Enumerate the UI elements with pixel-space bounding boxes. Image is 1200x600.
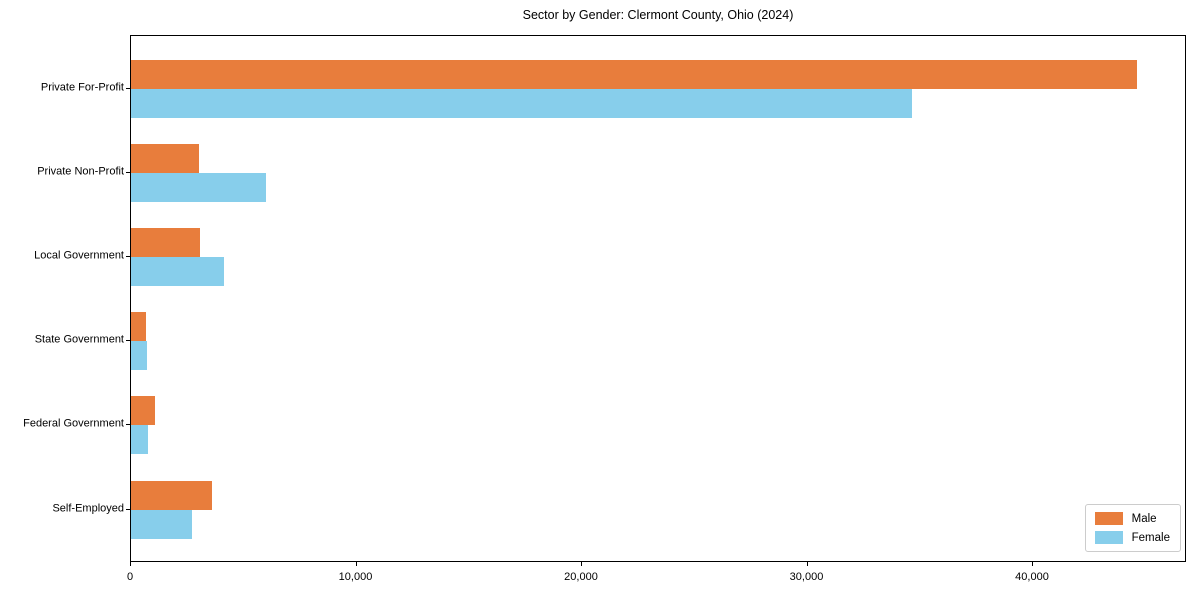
ytick-mark: [126, 508, 130, 510]
xtick-label-20000: 20,000: [564, 571, 598, 583]
ytick-mark: [126, 172, 130, 174]
xtick-mark: [581, 562, 582, 566]
xtick-label-40000: 40,000: [1015, 571, 1049, 583]
ytick-label-private-for-profit: Private For-Profit: [40, 81, 124, 94]
legend: Male Female: [1084, 504, 1181, 552]
plot-area: Male Female: [130, 35, 1186, 562]
female-series-swatch: [1094, 531, 1123, 544]
male-series-swatch: [1094, 512, 1123, 525]
ytick-mark: [126, 88, 130, 89]
xtick-mark: [1032, 562, 1033, 566]
legend-item-male: Male: [1094, 512, 1170, 525]
ytick-label-local-government: Local Government: [34, 249, 124, 262]
xtick-label-10000: 10,000: [338, 571, 373, 583]
bar-male-self-employed: [131, 480, 212, 510]
xtick-label-30000: 30,000: [789, 571, 824, 583]
chart-title: Sector by Gender: Clermont County, Ohio …: [522, 8, 794, 22]
bar-male-local-government: [131, 228, 200, 258]
xtick-mark: [806, 562, 808, 566]
legend-label-male: Male: [1131, 512, 1157, 525]
ytick-mark: [126, 424, 130, 426]
bar-male-state-government: [131, 312, 147, 342]
bar-male-private-non-profit: [131, 144, 199, 174]
bar-female-federal-government: [131, 425, 148, 455]
bar-female-local-government: [131, 257, 224, 287]
ytick-label-federal-government: Federal Government: [23, 417, 124, 430]
xtick-mark: [130, 562, 131, 566]
xtick-mark: [355, 562, 357, 566]
ytick-label-state-government: State Government: [34, 333, 124, 346]
bar-female-private-non-profit: [131, 173, 267, 203]
ytick-mark: [126, 256, 130, 258]
bar-female-self-employed: [131, 509, 192, 539]
xtick-label-0: 0: [126, 571, 134, 583]
bar-male-private-for-profit: [131, 60, 1137, 89]
legend-item-female: Female: [1094, 531, 1170, 544]
ytick-mark: [126, 340, 130, 342]
ytick-label-self-employed: Self-Employed: [52, 502, 124, 514]
legend-label-female: Female: [1131, 531, 1170, 544]
bar-female-private-for-profit: [131, 89, 913, 118]
ytick-label-private-non-profit: Private Non-Profit: [37, 165, 124, 178]
bar-male-federal-government: [131, 396, 156, 426]
bar-female-state-government: [131, 341, 148, 371]
